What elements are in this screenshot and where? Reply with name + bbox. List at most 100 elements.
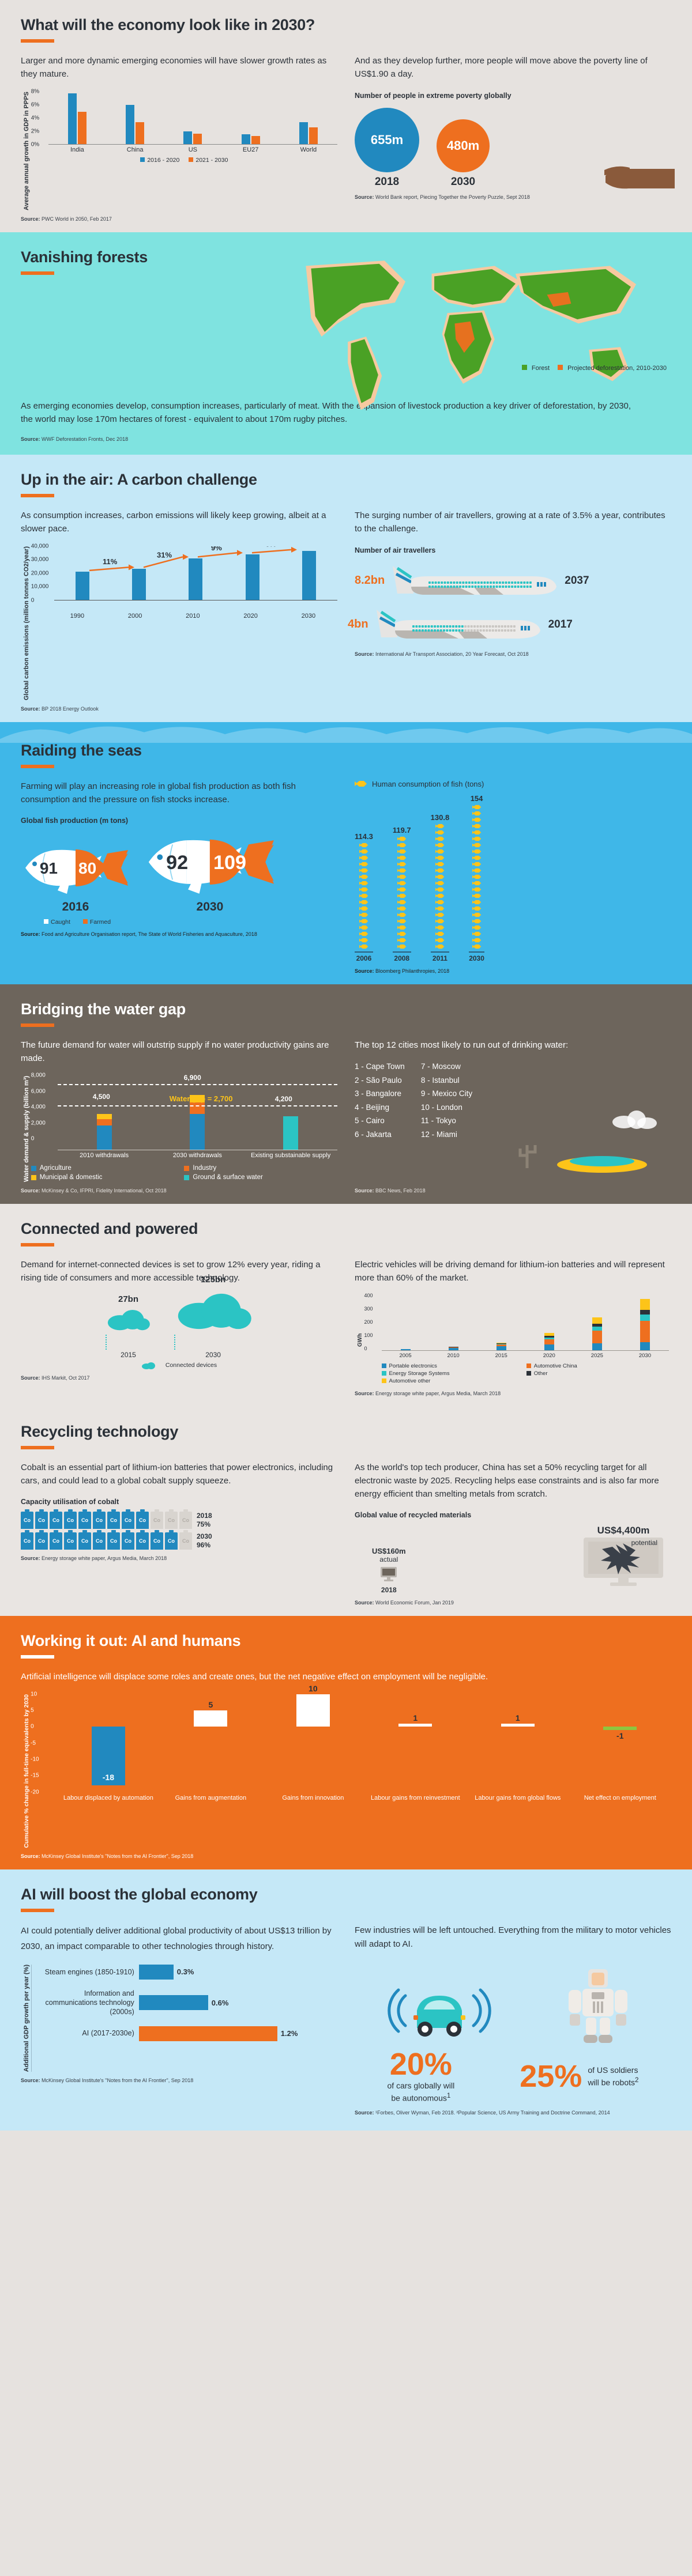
bar-column [151, 1075, 245, 1150]
bar [138, 1964, 174, 1980]
fish-icon [359, 874, 368, 879]
bar-stack [190, 1095, 205, 1150]
fish-icon [359, 912, 368, 917]
fish-icon [435, 843, 445, 847]
cloud-icon [108, 1309, 151, 1330]
sea-right-source: Source: Bloomberg Philanthropies, 2018 [355, 968, 671, 974]
city-item: 6 - Jakarta [355, 1130, 392, 1139]
economy-left-column: Larger and more dynamic emerging economi… [21, 54, 337, 222]
fish-farmed-value: 109 [213, 852, 246, 874]
cloud-icon [141, 1362, 155, 1369]
source-text: World Economic Forum, Jan 2019 [375, 1600, 454, 1606]
fish-icon [435, 868, 445, 872]
bar-column [281, 551, 337, 600]
bar-segment [640, 1342, 650, 1350]
water-y-axis-label: Water demand & supply (billion m³) [23, 1075, 30, 1182]
bar-segment [592, 1330, 602, 1343]
y-tick: 0 [31, 1135, 35, 1142]
economy-left-lede: Larger and more dynamic emerging economi… [21, 56, 327, 80]
materials-potential-value: US$4,400m [597, 1525, 650, 1536]
stat-value: 25% [520, 2058, 582, 2094]
aiboost-right-lede: Few industries will be left untouched. E… [355, 1925, 671, 1949]
sea-title: Raiding the seas [21, 741, 142, 759]
bar [75, 572, 89, 600]
device-item: 125bn 2030 [174, 1275, 253, 1359]
source-label: Source: [21, 1555, 40, 1562]
gdp-bar-row: AI (2017-2030e) 1.2% [35, 2026, 337, 2041]
desert-illustration [518, 1111, 657, 1173]
forest-swatch [521, 364, 527, 370]
bar-segment [448, 1347, 458, 1350]
fish-icon [472, 931, 481, 936]
legend-label: 2016 - 2020 [147, 156, 180, 164]
cobalt-cell: Co [136, 1530, 149, 1550]
fish-item: 91 80 2016 [21, 842, 130, 914]
source-text: WWF Deforestation Fronts, Dec 2018 [42, 436, 129, 442]
x-tick-label: 2020 [243, 612, 258, 620]
bar-segment [496, 1343, 506, 1344]
fish-legend: Caught Farmed [44, 919, 337, 926]
y-tick: 100 [364, 1332, 373, 1338]
y-tick: 0 [31, 597, 35, 603]
city-item: 2 - São Paulo [355, 1075, 402, 1085]
fish-icon: 91 80 [25, 849, 128, 894]
y-tick: 8% [31, 88, 40, 95]
device-value: 125bn [200, 1274, 226, 1285]
y-tick: 4,000 [31, 1104, 46, 1111]
y-tick: 6,000 [31, 1088, 46, 1095]
bar-value-label: 1 [515, 1713, 520, 1723]
legend-label: Energy Storage Systems [389, 1370, 450, 1377]
fish-icon [435, 849, 445, 853]
fish-icon [472, 906, 481, 911]
fish-icon [472, 824, 481, 828]
x-tick-label: Labour gains from reinvestment [370, 1794, 460, 1801]
picto-column: 130.8 2011 [430, 813, 450, 962]
bar-value-label: 1.2% [280, 2029, 298, 2038]
fish-icon [435, 893, 445, 898]
forest-map: Vanishing forests [21, 248, 671, 410]
water-plot: 0 2,000 4,000 6,000 8,000 4,500 6,900 4,200 Wat… [31, 1072, 337, 1151]
fish-icon [472, 887, 481, 892]
legend-item: Automotive other [381, 1377, 526, 1385]
x-tick-label: China [126, 146, 144, 153]
y-tick: 20,000 [31, 570, 49, 576]
device-value: 27bn [118, 1294, 138, 1304]
bar [603, 1727, 637, 1730]
bar-total-label: 6,900 [183, 1074, 201, 1082]
gdp-growth-chart: Average annual growth in GDP in PPPS 0% 2… [21, 88, 337, 210]
ai-employment-chart: Cumulative % change in full-time equival… [21, 1684, 671, 1848]
source-label: Source: [21, 436, 40, 442]
bar-category-label: Information and communications technolog… [45, 1989, 134, 2016]
source-text: Energy storage white paper, Argus Media,… [375, 1390, 501, 1396]
plane-value: 8.2bn [355, 574, 385, 587]
cobalt-cell: Co [21, 1530, 33, 1550]
bar-column [224, 554, 281, 600]
fish-icon [397, 836, 407, 841]
legend-item: 2016 - 2020 [140, 157, 179, 164]
title-rule [21, 494, 54, 497]
fish-icon [472, 944, 481, 949]
title-rule [21, 271, 54, 275]
power-right-source: Source: Energy storage white paper, Argu… [355, 1391, 671, 1396]
cobalt-cell: Co [179, 1530, 192, 1550]
source-label: Source: [21, 2078, 40, 2084]
power-left-column: Demand for internet-connected devices is… [21, 1258, 337, 1396]
source-text: World Bank report, Piecing Together the … [375, 194, 530, 200]
gdp-bar-row: Information and communications technolog… [35, 1989, 337, 2017]
bar-segment [96, 1119, 112, 1125]
power-right-lede: Electric vehicles will be driving demand… [355, 1260, 665, 1283]
legend-item: Automotive China [526, 1362, 671, 1370]
source-text: Energy storage white paper, Argus Media,… [42, 1555, 167, 1562]
materials-illustration: US$160m actual 2018 US$4,400m [355, 1525, 671, 1594]
stat-caption-line2: be autonomous [391, 2093, 447, 2103]
legend-swatch [189, 157, 194, 162]
y-tick: 30,000 [31, 556, 49, 563]
materials-potential: US$4,400m [580, 1525, 667, 1590]
page-title: What will the economy look like in 2030? [21, 16, 315, 33]
legend-label: Ground & surface water [193, 1174, 263, 1181]
fish-icon [472, 900, 481, 904]
x-tick-label: Labour gains from global flows [475, 1794, 561, 1801]
legend-item-forest: Forest [521, 364, 550, 372]
y-tick: -10 [31, 1756, 39, 1763]
y-tick: 2% [31, 128, 40, 134]
